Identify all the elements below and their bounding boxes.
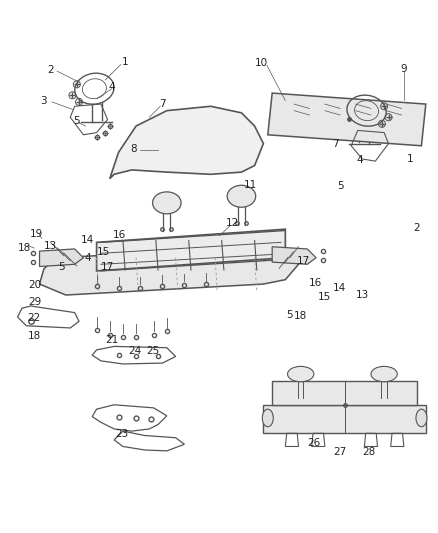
Text: 2: 2 [413,223,420,233]
Polygon shape [39,247,298,295]
Polygon shape [96,229,285,271]
Text: 13: 13 [44,241,57,251]
Text: 13: 13 [355,289,368,300]
Text: 16: 16 [113,230,126,240]
Text: 8: 8 [130,144,137,154]
Text: 23: 23 [115,429,128,439]
Ellipse shape [152,192,181,214]
Text: 4: 4 [356,155,363,165]
Text: 28: 28 [361,447,374,457]
Text: 4: 4 [84,253,91,263]
Text: 18: 18 [293,311,307,321]
Ellipse shape [415,409,426,427]
Text: 1: 1 [406,154,413,164]
Text: 20: 20 [28,280,42,290]
Polygon shape [263,405,425,433]
Text: 15: 15 [96,247,110,257]
Polygon shape [272,381,416,405]
Text: 12: 12 [226,217,239,228]
Text: 25: 25 [146,346,159,356]
Text: 5: 5 [286,310,293,320]
Text: 3: 3 [40,95,47,106]
Text: 15: 15 [317,292,330,302]
Text: 4: 4 [108,82,115,92]
Text: 5: 5 [58,262,65,272]
Text: 5: 5 [336,181,343,191]
Text: 7: 7 [159,99,166,109]
Ellipse shape [370,366,396,382]
Polygon shape [110,106,263,179]
Text: 7: 7 [332,140,339,149]
Text: 11: 11 [243,180,256,190]
Text: 10: 10 [254,58,267,68]
Polygon shape [267,93,425,146]
Text: 18: 18 [18,243,31,253]
Text: 22: 22 [28,313,41,324]
Text: 9: 9 [399,64,406,74]
Text: 2: 2 [47,65,54,75]
Polygon shape [272,247,315,264]
Polygon shape [39,249,83,266]
Text: 18: 18 [28,331,41,341]
Text: 26: 26 [307,439,320,448]
Ellipse shape [227,185,255,207]
Ellipse shape [262,409,272,427]
Text: 24: 24 [128,346,141,356]
Text: 14: 14 [81,235,94,245]
Text: 19: 19 [29,229,42,239]
Text: 21: 21 [105,335,118,345]
Text: 17: 17 [101,262,114,272]
Text: 1: 1 [121,58,128,67]
Text: 5: 5 [73,116,80,126]
Ellipse shape [287,366,313,382]
Text: 14: 14 [332,283,345,293]
Text: 16: 16 [308,278,321,288]
Text: 27: 27 [333,447,346,457]
Text: 17: 17 [297,256,310,266]
Text: 29: 29 [28,297,42,308]
